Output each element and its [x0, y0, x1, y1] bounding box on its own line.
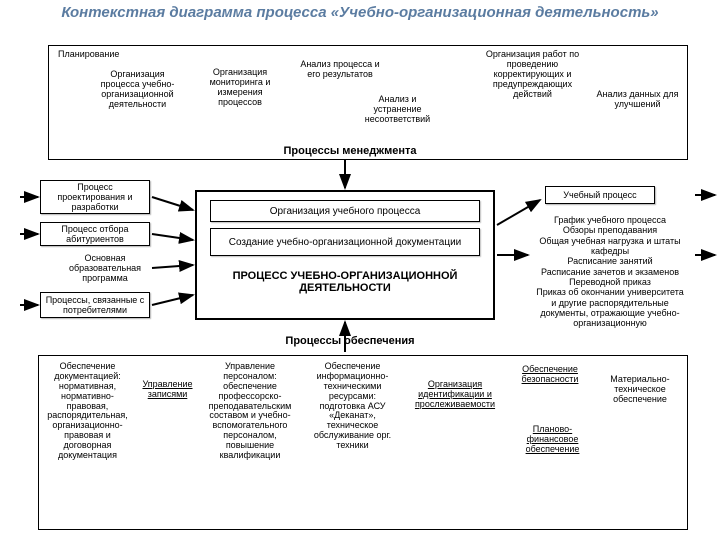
- diagram-title: Контекстная диаграмма процесса «Учебно-о…: [0, 4, 720, 22]
- left-box-consumers: Процессы, связанные с потребителями: [40, 292, 150, 318]
- top-label-org-process: Организация процесса учебно-организацион…: [90, 70, 185, 110]
- top-label-corrective: Организация работ по проведению корректи…: [475, 50, 590, 99]
- top-label-monitoring: Организация мониторинга и измерения проц…: [195, 68, 285, 108]
- top-label-planning: Планирование: [58, 50, 128, 60]
- top-label-data-analysis: Анализ данных для улучшений: [595, 90, 680, 110]
- section-title-support: Процессы обеспечения: [250, 335, 450, 347]
- right-outputs-text: График учебного процесса Обзоры преподав…: [530, 215, 690, 329]
- left-label-program: Основная образовательная программа: [55, 254, 155, 284]
- top-label-analysis-process: Анализ процесса и его результатов: [300, 60, 380, 80]
- bottom-label-material: Материально-техническое обеспечение: [600, 375, 680, 405]
- bottom-label-records: Управление записями: [135, 380, 200, 400]
- top-label-analysis-nonconf: Анализ и устранение несоответствий: [355, 95, 440, 125]
- left-box-design: Процесс проектирования и разработки: [40, 180, 150, 214]
- bottom-label-security: Обеспечение безопасности: [510, 365, 590, 385]
- bottom-label-documentation: Обеспечение документацией: нормативная, …: [45, 362, 130, 461]
- bottom-label-identification: Организация идентификации и прослеживаем…: [410, 380, 500, 410]
- bottom-label-it-resources: Обеспечение информационно-техническими р…: [305, 362, 400, 451]
- left-box-selection: Процесс отбора абитуриентов: [40, 222, 150, 246]
- central-inner-org: Организация учебного процесса: [210, 200, 480, 222]
- central-main-title: ПРОЦЕСС УЧЕБНО-ОРГАНИЗАЦИОННОЙ ДЕЯТЕЛЬНО…: [205, 270, 485, 294]
- right-box-process: Учебный процесс: [545, 186, 655, 204]
- bottom-label-finance: Планово-финансовое обеспечение: [510, 425, 595, 455]
- central-inner-doc: Создание учебно-организационной документ…: [210, 228, 480, 256]
- section-title-management: Процессы менеджмента: [250, 145, 450, 157]
- bottom-label-personnel: Управление персоналом: обеспечение профе…: [200, 362, 300, 461]
